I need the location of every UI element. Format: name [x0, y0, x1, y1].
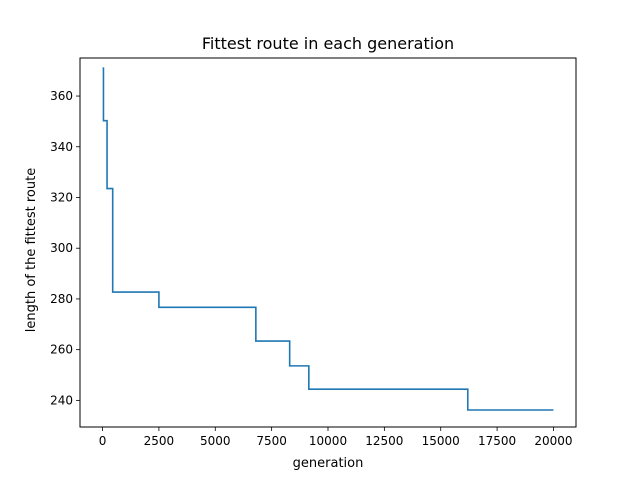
x-axis-label: generation [293, 456, 364, 471]
chart-title: Fittest route in each generation [202, 34, 454, 53]
x-tick-label: 5000 [200, 434, 231, 448]
x-tick-label: 0 [99, 434, 107, 448]
x-tick-label: 7500 [256, 434, 287, 448]
y-tick-label: 240 [50, 393, 73, 407]
series-line [102, 67, 554, 411]
x-tick-label: 15000 [422, 434, 460, 448]
y-axis-label: length of the fittest route [24, 168, 39, 332]
y-tick-label: 300 [50, 241, 73, 255]
y-tick-label: 280 [50, 292, 73, 306]
plot-area [102, 67, 554, 411]
y-tick-label: 320 [50, 190, 73, 204]
axes-frame [79, 57, 577, 428]
y-tick-label: 360 [50, 89, 73, 103]
x-tick-label: 10000 [309, 434, 347, 448]
x-tick-label: 17500 [478, 434, 516, 448]
x-tick-label: 2500 [144, 434, 175, 448]
x-tick-label: 20000 [534, 434, 572, 448]
y-tick-label: 260 [50, 343, 73, 357]
x-tick-label: 12500 [365, 434, 403, 448]
y-tick-label: 340 [50, 140, 73, 154]
ticks: 0 2500 5000 7500 10000 12500 15000 17500 20000 24… [50, 89, 572, 448]
